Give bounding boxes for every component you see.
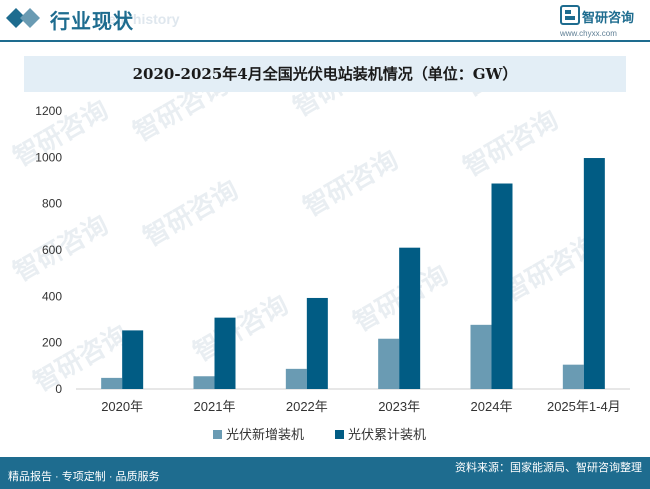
y-tick-label: 0 (55, 382, 62, 396)
x-tick-label: 2023年 (378, 399, 420, 414)
y-tick-label: 1000 (35, 150, 62, 164)
bar-cumulative-install (399, 247, 421, 389)
legend-swatch (213, 430, 222, 439)
brand-logo: 智研咨询 www.chyxx.com (560, 5, 644, 39)
legend-swatch (335, 430, 344, 439)
watermark-text: 智研咨询 (458, 104, 564, 183)
watermark-text: 智研咨询 (138, 174, 244, 253)
x-tick-label: 2025年1-4月 (547, 399, 621, 414)
watermark-text: 智研咨询 (458, 92, 564, 103)
x-tick-label: 2022年 (286, 399, 328, 414)
diamond-icon (6, 8, 40, 28)
bar-cumulative-install (214, 317, 236, 389)
logo-name: 智研咨询 (582, 10, 635, 25)
bar-new-install (562, 364, 584, 389)
bar-new-install (378, 338, 400, 389)
watermark-text: 智研咨询 (298, 144, 404, 223)
y-tick-label: 800 (42, 197, 62, 211)
bar-chart: 智研咨询智研咨询智研咨询智研咨询智研咨询智研咨询智研咨询智研咨询智研咨询智研咨询… (8, 92, 630, 442)
bar-new-install (193, 376, 215, 389)
legend-label: 光伏累计装机 (348, 427, 426, 442)
y-tick-label: 400 (42, 289, 62, 303)
watermark-text: 智研咨询 (288, 92, 394, 123)
bar-cumulative-install (122, 330, 144, 389)
x-tick-label: 2021年 (194, 399, 236, 414)
x-tick-label: 2020年 (101, 399, 143, 414)
logo-mark-icon (560, 5, 580, 25)
logo-url: www.chyxx.com (560, 29, 617, 38)
bar-cumulative-install (583, 158, 605, 389)
footer-slogan: 精品报告 · 专项定制 · 品质服务 (8, 471, 160, 483)
page-title: 行业现状 (50, 11, 134, 33)
footer-bar: 精品报告 · 专项定制 · 品质服务 资料来源：国家能源局、智研咨询整理 (0, 457, 650, 489)
bar-new-install (285, 368, 307, 389)
header-divider (0, 40, 650, 42)
legend-label: 光伏新增装机 (226, 427, 304, 442)
header-watermark-text: ent history (108, 11, 180, 27)
bar-cumulative-install (491, 183, 513, 389)
x-tick-label: 2024年 (471, 399, 513, 414)
y-tick-label: 600 (42, 243, 62, 257)
data-source: 资料来源：国家能源局、智研咨询整理 (455, 462, 642, 474)
bar-cumulative-install (306, 297, 328, 389)
watermark-text: 智研咨询 (128, 92, 234, 148)
chart-title: 2020-2025年4月全国光伏电站装机情况（单位：GW） (24, 56, 626, 92)
y-tick-label: 200 (42, 336, 62, 350)
y-tick-label: 1200 (35, 104, 62, 118)
bar-new-install (101, 377, 123, 389)
bar-new-install (470, 324, 492, 389)
watermark-text: 智研咨询 (188, 289, 294, 368)
header-bar: ent history 行业现状 智研咨询 www.chyxx.com (0, 0, 650, 40)
